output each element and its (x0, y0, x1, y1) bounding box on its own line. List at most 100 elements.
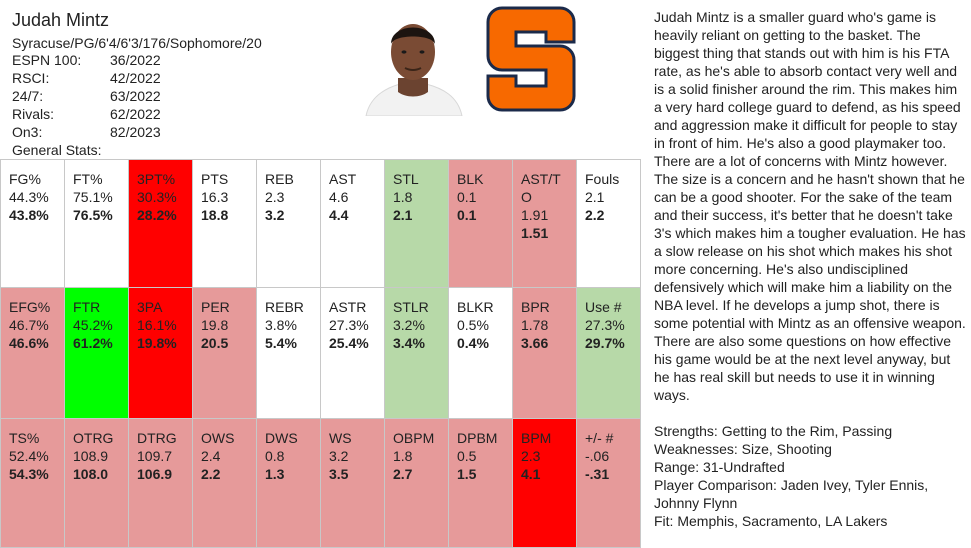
player-bio: Syracuse/PG/6'4/6'3/176/Sophomore/20 (12, 35, 262, 51)
ranking-value-rivals: 62/2022 (110, 106, 161, 122)
stat-cell: BLK 0.1 0.1 (448, 159, 513, 288)
stat-label: REBR (265, 299, 304, 315)
stat-cell: OTRG 108.9 108.0 (64, 418, 129, 548)
syracuse-s-logo-icon (486, 6, 576, 112)
stat-cell: REB 2.3 3.2 (256, 159, 321, 288)
stat-label: BLKR (457, 299, 494, 315)
stat-cell: Fouls 2.1 2.2 (576, 159, 641, 288)
general-stats-heading: General Stats: (12, 142, 102, 158)
stat-cell: TS% 52.4% 54.3% (0, 418, 65, 548)
stat-cell: REBR 3.8% 5.4% (256, 287, 321, 419)
stat-value-previous: 3.2 (329, 448, 349, 464)
ranking-value-rsci: 42/2022 (110, 70, 161, 86)
stat-value-previous: 108.9 (73, 448, 109, 464)
stat-cell: Use # 27.3% 29.7% (576, 287, 641, 419)
stats-row: TS% 52.4% 54.3% OTRG 108.9 108.0 DTRG 109.7 106.… (0, 418, 641, 548)
stat-value-previous: 3.2% (393, 317, 425, 333)
stat-label: WS (329, 430, 352, 446)
stat-value-current: 1.5 (457, 466, 477, 482)
stat-value-previous: 2.1 (585, 189, 605, 205)
stat-label: DTRG (137, 430, 177, 446)
report-comparison: Player Comparison: Jaden Ivey, Tyler Enn… (654, 477, 929, 511)
stat-cell: FTR 45.2% 61.2% (64, 287, 129, 419)
stat-value-current: 43.8% (9, 207, 49, 223)
stat-cell: AST/T O 1.91 1.51 (512, 159, 577, 288)
stat-value-previous: 16.1% (137, 317, 177, 333)
stat-cell: BPM 2.3 4.1 (512, 418, 577, 548)
stat-value-current: 4.4 (329, 207, 349, 223)
stat-label: 3PT% (137, 171, 176, 187)
stat-value-current: 3.2 (265, 207, 285, 223)
stat-value-current: 18.8 (201, 207, 229, 223)
stat-value-previous: 1.91 (521, 207, 549, 223)
stat-value-current: 28.2% (137, 207, 177, 223)
stat-cell: BPR 1.78 3.66 (512, 287, 577, 419)
stat-label: FTR (73, 299, 101, 315)
stat-label: Use # (585, 299, 622, 315)
stat-value-current: 2.2 (201, 466, 221, 482)
stat-label: DPBM (457, 430, 498, 446)
stat-label: BPR (521, 299, 550, 315)
stat-label: EFG% (9, 299, 51, 315)
stat-label: BLK (457, 171, 484, 187)
stat-cell: OBPM 1.8 2.7 (384, 418, 449, 548)
stat-value-current: 19.8% (137, 335, 177, 351)
stat-value-previous: 0.8 (265, 448, 285, 464)
stat-value-current: 76.5% (73, 207, 113, 223)
stat-value-previous: 45.2% (73, 317, 113, 333)
stat-cell: ASTR 27.3% 25.4% (320, 287, 385, 419)
stat-label: STLR (393, 299, 429, 315)
stat-value-current: 46.6% (9, 335, 49, 351)
stat-value-previous: 16.3 (201, 189, 229, 205)
stat-value-previous: 1.8 (393, 448, 413, 464)
stat-value-current: 0.4% (457, 335, 489, 351)
stat-value-previous: 52.4% (9, 448, 49, 464)
stat-value-previous: 1.8 (393, 189, 413, 205)
player-headshot-icon (358, 8, 468, 116)
stat-value-current: -.31 (585, 466, 610, 482)
stat-label: TS% (9, 430, 40, 446)
stat-cell: WS 3.2 3.5 (320, 418, 385, 548)
stat-value-previous: 2.3 (265, 189, 285, 205)
player-name: Judah Mintz (12, 10, 110, 30)
stat-value-previous: 0.1 (457, 189, 477, 205)
stat-label: 3PA (137, 299, 163, 315)
stat-value-previous: 46.7% (9, 317, 49, 333)
ranking-label-espn: ESPN 100: (12, 52, 82, 68)
stat-cell: PTS 16.3 18.8 (192, 159, 257, 288)
stat-value-current: 3.5 (329, 466, 349, 482)
report-strengths: Strengths: Getting to the Rim, Passing (654, 423, 893, 439)
stat-value-current: 4.1 (521, 466, 541, 482)
ranking-label-rsci: RSCI: (12, 70, 50, 86)
ranking-label-on3: On3: (12, 124, 43, 140)
stat-label: FG% (9, 171, 41, 187)
stat-label: +/- # (585, 430, 614, 446)
stat-value-previous: 27.3% (585, 317, 625, 333)
stat-value-previous: 0.5% (457, 317, 489, 333)
stat-value-current: 0.1 (457, 207, 477, 223)
ranking-label-rivals: Rivals: (12, 106, 55, 122)
stats-row: EFG% 46.7% 46.6% FTR 45.2% 61.2% 3PA 16.1% 19.8%… (0, 287, 641, 419)
stats-grid: FG% 44.3% 43.8% FT% 75.1% 76.5% 3PT% 30.3% 28.2%… (0, 159, 641, 548)
stat-cell: +/- # -.06 -.31 (576, 418, 641, 548)
stat-value-current: 2.7 (393, 466, 413, 482)
report-fit: Fit: Memphis, Sacramento, LA Lakers (654, 513, 888, 529)
stat-value-previous: 44.3% (9, 189, 49, 205)
stat-value-current: 5.4% (265, 335, 297, 351)
stat-value-current: 25.4% (329, 335, 369, 351)
report-paragraph: Judah Mintz is a smaller guard who's gam… (654, 9, 966, 403)
stat-value-current: 29.7% (585, 335, 625, 351)
stat-label: OWS (201, 430, 235, 446)
stat-label: Fouls (585, 171, 620, 187)
stat-cell: DPBM 0.5 1.5 (448, 418, 513, 548)
stat-label: ASTR (329, 299, 367, 315)
stat-label: OBPM (393, 430, 435, 446)
stat-cell: 3PA 16.1% 19.8% (128, 287, 193, 419)
stat-cell: EFG% 46.7% 46.6% (0, 287, 65, 419)
stat-value-current: 1.51 (521, 225, 549, 241)
stat-value-current: 2.1 (393, 207, 413, 223)
stat-value-current: 2.2 (585, 207, 605, 223)
stat-value-current: 3.4% (393, 335, 425, 351)
stat-value-previous: 19.8 (201, 317, 229, 333)
stat-label: AST (329, 171, 357, 187)
